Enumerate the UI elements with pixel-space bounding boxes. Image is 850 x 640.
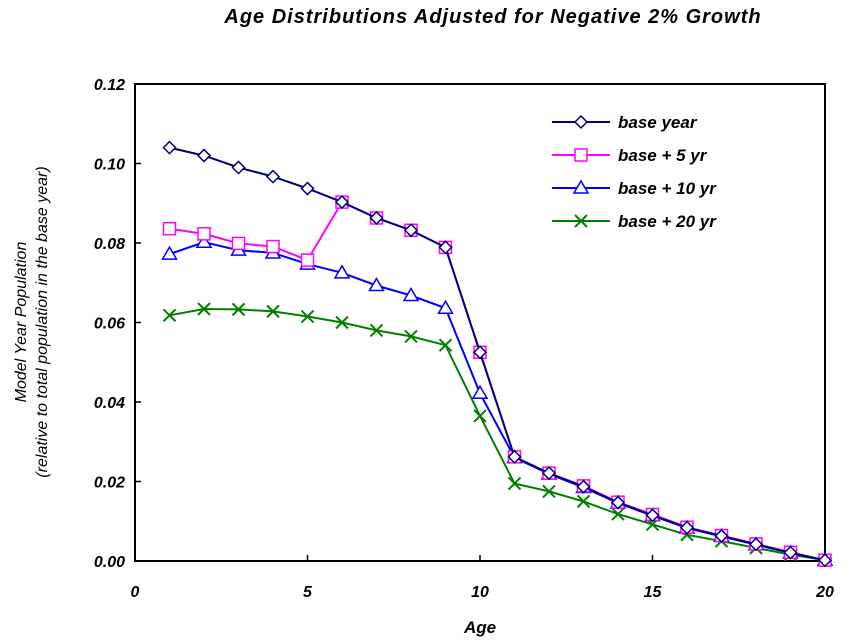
data-point-diamond-marker — [679, 520, 695, 535]
data-point-diamond-marker — [817, 553, 833, 568]
x-tick-label: 0 — [131, 584, 140, 601]
y-axis-label-line2: (relative to total population in the bas… — [34, 166, 51, 477]
data-point-square-marker — [162, 221, 177, 236]
y-tick-label: 0.02 — [94, 475, 125, 492]
y-tick-label: 0.12 — [94, 77, 125, 94]
data-point-square-marker — [197, 227, 211, 241]
x-tick-label: 5 — [303, 584, 313, 601]
data-point-x-marker — [576, 494, 591, 509]
data-point-x-marker — [300, 309, 315, 324]
series-layer — [161, 140, 834, 568]
y-axis: 0.00 0.02 0.04 0.06 0.08 0.10 0.12 — [94, 77, 141, 571]
data-point-triangle-marker — [368, 277, 385, 292]
data-point-diamond-marker — [541, 466, 557, 481]
legend: base year base + 5 yr base + 10 yr base + 2… — [552, 113, 717, 231]
data-point-triangle-marker — [437, 299, 454, 314]
data-point-x-marker — [611, 507, 625, 521]
data-point-x-marker — [231, 302, 246, 317]
data-point-triangle-marker — [195, 233, 213, 248]
y-axis-label-line1: Model Year Population — [13, 242, 30, 403]
data-point-diamond-marker — [748, 537, 764, 552]
series-line — [169, 241, 826, 562]
data-point-triangle-marker — [471, 384, 489, 400]
data-point-x-marker — [438, 338, 453, 352]
series-base-10-yr — [161, 233, 834, 566]
data-point-triangle-marker — [572, 179, 590, 194]
legend-item: base + 5 yr — [552, 146, 708, 165]
series-line — [169, 146, 826, 562]
x-tick-label: 15 — [644, 584, 663, 601]
data-point-x-marker — [266, 304, 280, 319]
data-point-diamond-marker — [573, 114, 589, 130]
data-point-diamond-marker — [231, 160, 246, 175]
data-point-x-marker — [162, 308, 177, 323]
data-point-square-marker — [300, 253, 315, 267]
data-point-square-marker — [574, 148, 588, 162]
data-point-square-marker — [266, 239, 280, 254]
series-line — [169, 307, 826, 562]
legend-label: base + 5 yr — [618, 146, 708, 165]
y-tick-label: 0.04 — [94, 395, 125, 412]
data-point-x-marker — [574, 214, 588, 228]
y-tick-label: 0.06 — [94, 316, 125, 333]
data-point-square-marker — [231, 236, 246, 251]
x-axis: 0 5 10 15 20 — [131, 555, 834, 601]
y-tick-label: 0.00 — [94, 554, 125, 571]
data-point-triangle-marker — [333, 264, 351, 279]
data-point-diamond-marker — [300, 181, 315, 196]
legend-item: base + 10 yr — [552, 179, 717, 198]
legend-label: base + 20 yr — [618, 212, 717, 231]
data-point-triangle-marker — [161, 245, 178, 260]
y-tick-label: 0.10 — [94, 157, 125, 174]
x-tick-label: 10 — [471, 584, 489, 601]
data-point-x-marker — [197, 302, 211, 316]
data-point-x-marker — [335, 315, 349, 330]
data-point-diamond-marker — [196, 148, 212, 163]
data-point-triangle-marker — [402, 286, 420, 302]
legend-label: base year — [618, 113, 698, 132]
data-point-diamond-marker — [369, 210, 384, 226]
plot-area — [134, 83, 826, 562]
legend-item: base + 20 yr — [552, 212, 717, 231]
data-point-diamond-marker — [714, 528, 729, 544]
data-point-diamond-marker — [265, 169, 281, 184]
data-point-x-marker — [473, 409, 487, 423]
data-point-diamond-marker — [645, 508, 660, 523]
data-point-x-marker — [507, 476, 522, 491]
legend-item: base year — [552, 113, 698, 132]
data-point-diamond-marker — [403, 223, 419, 238]
legend-label: base + 10 yr — [618, 179, 717, 198]
data-point-diamond-marker — [783, 545, 798, 560]
chart-title: Age Distributions Adjusted for Negative … — [223, 6, 761, 28]
data-point-diamond-marker — [334, 194, 350, 210]
data-point-x-marker — [404, 329, 418, 344]
data-point-x-marker — [542, 484, 556, 499]
data-point-diamond-marker — [610, 495, 626, 510]
data-point-diamond-marker — [162, 140, 177, 155]
data-point-x-marker — [369, 323, 384, 338]
data-point-diamond-marker — [576, 479, 591, 494]
series-base-year — [162, 140, 833, 568]
data-point-diamond-marker — [438, 240, 453, 255]
data-point-diamond-marker — [472, 345, 488, 360]
series-base-20-yr — [162, 302, 832, 567]
x-axis-label: Age — [463, 618, 496, 637]
y-tick-label: 0.08 — [94, 236, 125, 253]
data-point-diamond-marker — [507, 449, 522, 464]
x-tick-label: 20 — [815, 584, 834, 601]
